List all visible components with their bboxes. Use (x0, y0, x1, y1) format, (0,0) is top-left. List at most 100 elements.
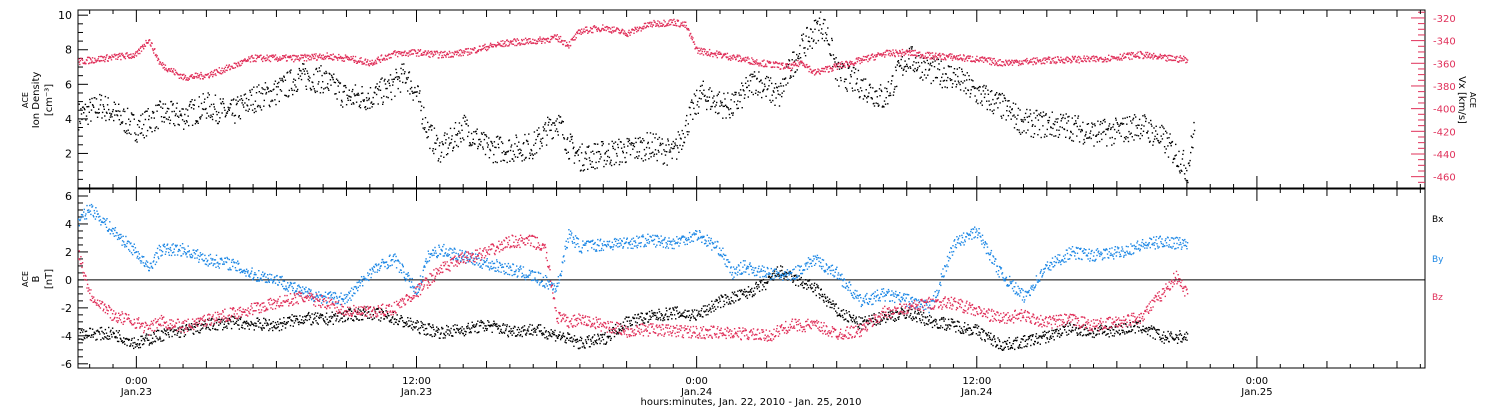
data-point (682, 21, 684, 23)
data-point (547, 124, 549, 126)
data-point (836, 79, 838, 81)
data-point (488, 321, 490, 323)
data-point (452, 325, 454, 327)
data-point (733, 101, 736, 103)
data-point (929, 64, 931, 66)
data-point (155, 56, 158, 58)
data-point (198, 96, 200, 98)
data-point (226, 112, 228, 114)
data-point (1046, 135, 1048, 137)
data-point (768, 62, 770, 64)
data-point (884, 56, 886, 58)
data-point (1047, 57, 1049, 59)
data-point (639, 26, 642, 29)
data-point (649, 21, 651, 23)
data-point (100, 326, 103, 329)
data-point (907, 67, 910, 69)
data-point (788, 59, 790, 61)
data-point (179, 73, 182, 75)
data-point (234, 317, 236, 319)
data-point (212, 75, 214, 78)
data-point (630, 144, 632, 146)
data-point (1145, 53, 1148, 56)
data-point (860, 79, 862, 81)
data-point (1133, 114, 1136, 116)
data-point (736, 103, 738, 106)
data-point (863, 78, 865, 80)
data-point (300, 322, 302, 324)
data-point (259, 106, 262, 109)
data-point (511, 330, 513, 333)
data-point (341, 60, 343, 62)
data-point (1023, 130, 1025, 132)
data-point (514, 326, 516, 328)
data-point (255, 57, 258, 60)
data-point (957, 80, 960, 82)
data-point (119, 110, 121, 113)
data-point (1003, 94, 1005, 97)
data-point (423, 329, 425, 332)
data-point (591, 31, 593, 34)
data-point (533, 331, 535, 333)
data-point (708, 88, 710, 91)
data-point (1136, 55, 1139, 57)
data-point (139, 52, 141, 55)
data-point (364, 106, 367, 108)
data-point (548, 335, 550, 337)
data-point (268, 329, 270, 332)
data-point (460, 331, 462, 333)
data-point (161, 64, 163, 67)
data-point (791, 59, 793, 61)
data-point (740, 94, 742, 96)
data-point (819, 11, 822, 13)
y2-tick-label: -360 (1433, 59, 1456, 70)
data-point (1024, 112, 1027, 115)
data-point (577, 32, 579, 35)
data-point (347, 97, 349, 99)
data-point (85, 115, 88, 117)
data-point (1012, 115, 1014, 117)
data-point (81, 58, 83, 60)
data-point (452, 147, 454, 149)
data-point (529, 152, 531, 154)
data-point (1174, 59, 1177, 62)
data-point (1146, 51, 1149, 54)
data-point (294, 59, 296, 61)
data-point (1032, 136, 1035, 138)
data-point (161, 120, 163, 123)
data-point (1061, 58, 1063, 61)
data-point (672, 140, 674, 143)
data-point (633, 145, 636, 148)
data-point (1140, 128, 1142, 130)
data-point (864, 95, 866, 98)
data-point (314, 317, 316, 319)
data-point (500, 40, 502, 42)
data-point (674, 144, 677, 146)
data-point (562, 332, 565, 334)
data-point (608, 156, 611, 159)
data-point (273, 83, 275, 85)
data-point (483, 44, 485, 47)
data-point (298, 67, 300, 70)
data-point (748, 61, 751, 64)
data-point (1126, 116, 1128, 119)
data-point (890, 50, 892, 53)
data-point (1046, 58, 1049, 60)
data-point (82, 106, 84, 108)
data-point (1108, 125, 1110, 127)
data-point (353, 103, 355, 105)
data-point (758, 65, 760, 67)
data-point (241, 99, 244, 102)
data-point (115, 58, 117, 60)
data-point (91, 334, 93, 336)
data-point (865, 89, 867, 91)
data-point (657, 20, 659, 22)
data-point (1110, 127, 1112, 129)
data-point (604, 26, 607, 29)
data-point (1010, 62, 1012, 64)
data-point (564, 339, 567, 341)
data-point (545, 330, 547, 332)
data-point (612, 29, 614, 32)
data-point (211, 116, 213, 118)
data-point (269, 105, 271, 108)
